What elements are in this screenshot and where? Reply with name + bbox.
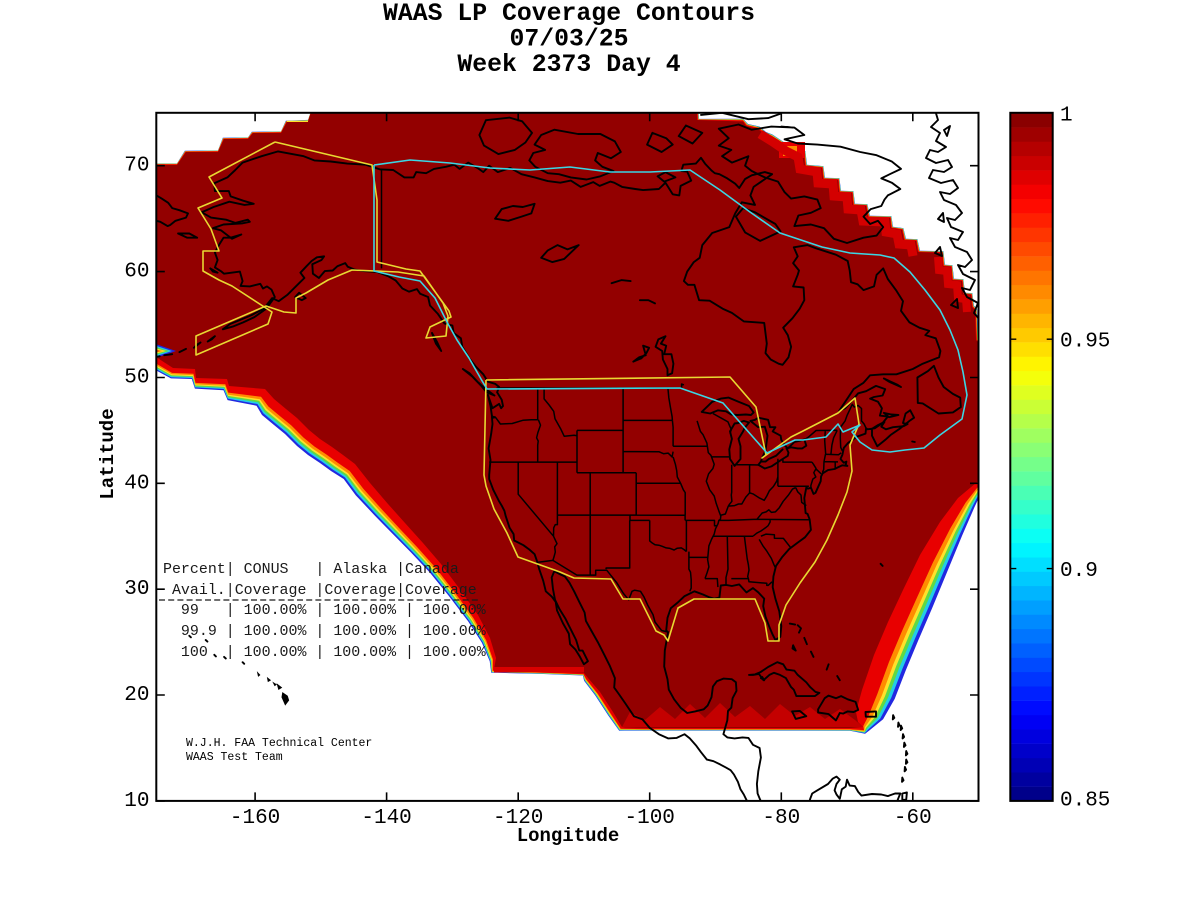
svg-text:99 | 100.00% | 100.00% | 100: 99 | 100.00% | 100.00% | 100.00% (163, 603, 486, 619)
svg-text:-140: -140 (361, 807, 411, 830)
svg-text:30: 30 (124, 578, 149, 601)
svg-text:W.J.H. FAA Technical Center: W.J.H. FAA Technical Center (186, 737, 372, 750)
svg-text:60: 60 (124, 261, 149, 284)
svg-text:07/03/25: 07/03/25 (509, 26, 628, 54)
svg-text:-160: -160 (230, 807, 280, 830)
svg-text:100 | 100.00% | 100.00% | 100: 100 | 100.00% | 100.00% | 100.00% (163, 645, 486, 661)
svg-text:WAAS Test Team: WAAS Test Team (186, 751, 283, 764)
svg-text:Avail.|Coverage |Coverage|Cove: Avail.|Coverage |Coverage|Coverage (163, 583, 477, 599)
svg-text:-100: -100 (624, 807, 674, 830)
svg-text:WAAS LP Coverage Contours: WAAS LP Coverage Contours (383, 0, 755, 28)
svg-text:50: 50 (124, 367, 149, 390)
svg-text:Week 2373 Day 4: Week 2373 Day 4 (457, 51, 680, 79)
svg-text:-80: -80 (762, 807, 800, 830)
svg-text:1: 1 (1060, 104, 1073, 127)
svg-text:Latitude: Latitude (97, 408, 119, 499)
svg-text:0.9: 0.9 (1060, 560, 1098, 583)
svg-text:40: 40 (124, 472, 149, 495)
svg-text:Percent| CONUS | Alaska |Can: Percent| CONUS | Alaska |Canada (163, 562, 459, 578)
svg-text:70: 70 (124, 155, 149, 178)
svg-text:Longitude: Longitude (517, 825, 620, 847)
svg-text:-60: -60 (894, 807, 932, 830)
svg-text:20: 20 (124, 684, 149, 707)
svg-text:0.95: 0.95 (1060, 331, 1110, 354)
svg-text:99.9 | 100.00% | 100.00% | 100: 99.9 | 100.00% | 100.00% | 100.00% (163, 624, 486, 640)
svg-text:10: 10 (124, 790, 149, 813)
svg-text:0.85: 0.85 (1060, 790, 1110, 813)
svg-text:-120: -120 (493, 807, 543, 830)
